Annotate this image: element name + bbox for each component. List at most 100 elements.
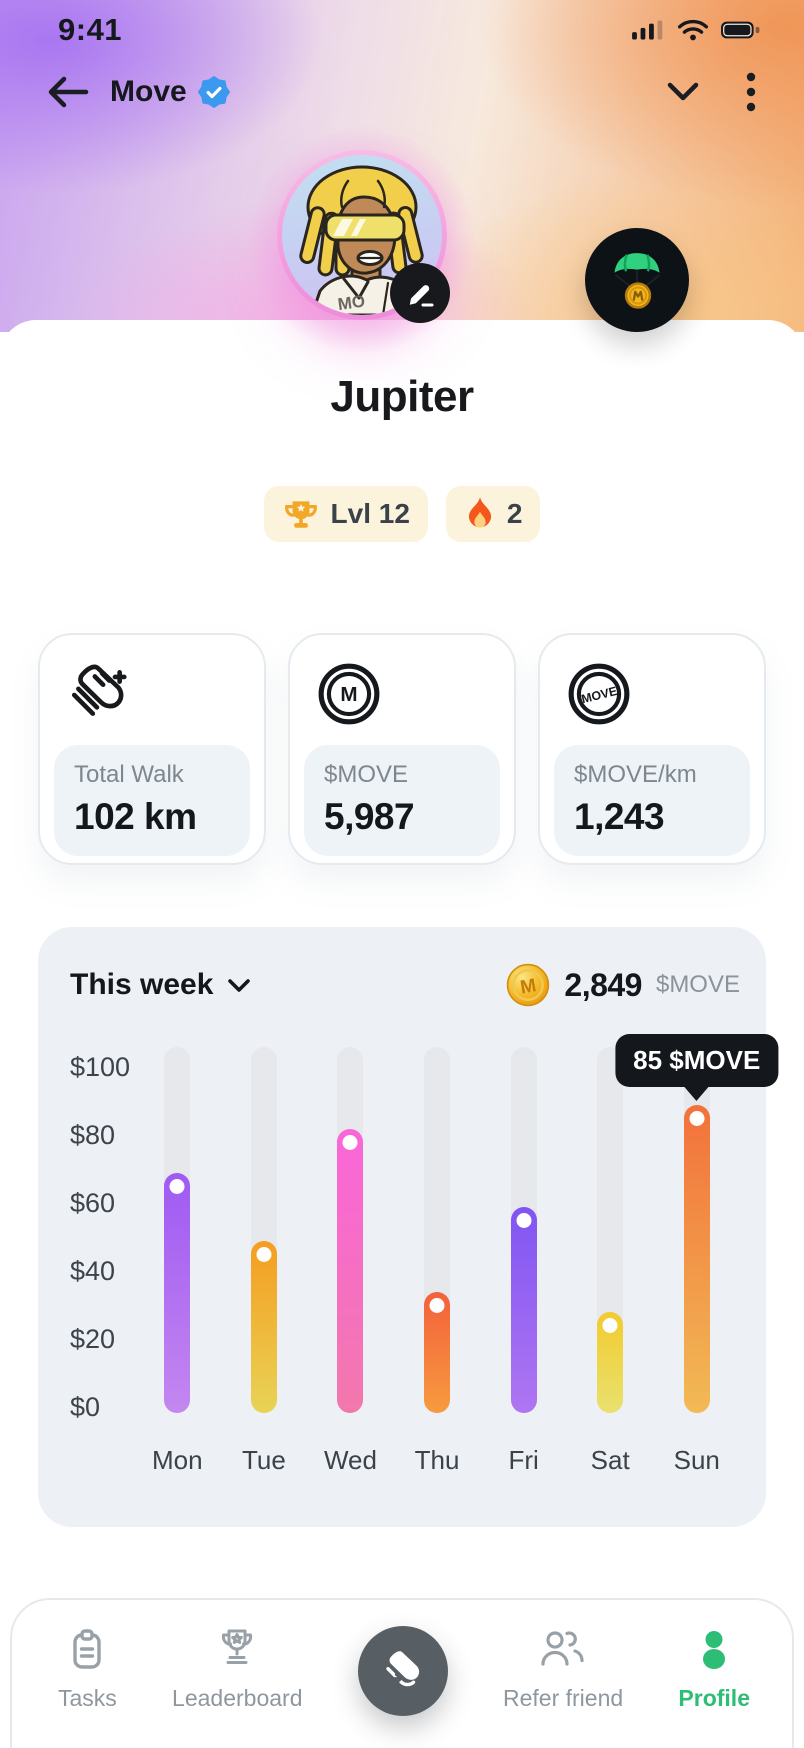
bottom-navigation: Tasks Leaderboard xyxy=(10,1598,794,1748)
bar-dot xyxy=(256,1247,272,1262)
y-tick-label: $100 xyxy=(70,1052,131,1082)
svg-text:MOVE: MOVE xyxy=(580,684,619,706)
total-earnings-value: 2,849 xyxy=(564,966,642,1003)
svg-text:M: M xyxy=(340,683,357,706)
bar-chart: $100 $80 $60 $40 $20 $0 85 $MOVE xyxy=(70,1034,779,1422)
stats-row: Total Walk 102 km M $MOVE 5,987 xyxy=(38,633,766,865)
verified-badge-icon xyxy=(197,76,230,108)
nav-label: Leaderboard xyxy=(172,1685,303,1711)
chart-tooltip: 85 $MOVE xyxy=(615,1034,779,1087)
earnings-chart-card: This week xyxy=(38,927,779,1527)
page-title: Move xyxy=(110,75,187,108)
chart-xlabels: Mon Tue Wed Thu Fri Sat Sun xyxy=(134,1445,740,1476)
leaderboard-trophy-icon xyxy=(214,1626,260,1672)
gold-coin-icon: M xyxy=(506,963,550,1007)
chart-bar-column[interactable] xyxy=(480,1047,567,1413)
nav-item-refer-friend[interactable]: Refer friend xyxy=(503,1626,623,1712)
streak-badge-label: 2 xyxy=(506,498,523,529)
move-per-km-coin-icon: MOVE xyxy=(554,661,750,739)
x-axis-label: Mon xyxy=(152,1445,203,1475)
stat-value: 1,243 xyxy=(574,796,665,837)
y-tick-label: $0 xyxy=(70,1392,101,1422)
parachute-coin-icon xyxy=(606,249,668,311)
chevron-down-icon[interactable] xyxy=(666,82,700,102)
kebab-menu-icon[interactable] xyxy=(746,71,756,113)
chart-xlabels-row: Mon Tue Wed Thu Fri Sat Sun xyxy=(70,1445,740,1476)
shoe-icon xyxy=(54,661,250,739)
x-axis-label: Fri xyxy=(508,1445,539,1475)
chart-bar xyxy=(164,1173,191,1413)
wifi-icon xyxy=(677,18,709,42)
stat-inner-move: $MOVE 5,987 xyxy=(304,745,500,856)
chart-bar xyxy=(337,1128,364,1413)
stat-value: 102 km xyxy=(74,796,197,837)
chart-bar-column[interactable] xyxy=(221,1047,308,1413)
nav-label: Profile xyxy=(678,1685,750,1711)
chart-bar-column[interactable] xyxy=(394,1047,481,1413)
bar-dot xyxy=(689,1111,705,1126)
status-icons xyxy=(630,18,762,42)
edit-avatar-button[interactable] xyxy=(390,263,450,323)
nav-item-profile[interactable]: Profile xyxy=(678,1626,750,1712)
fire-icon xyxy=(464,496,496,532)
nav-item-tasks[interactable]: Tasks xyxy=(58,1626,117,1712)
period-selector[interactable]: This week xyxy=(70,968,251,1002)
move-coin-icon: M xyxy=(304,661,500,739)
edit-pencil-icon xyxy=(404,277,436,309)
chart-bar xyxy=(510,1207,537,1413)
stat-label: Total Walk xyxy=(74,761,184,788)
nav-label: Tasks xyxy=(58,1685,117,1711)
x-axis-label: Sun xyxy=(673,1445,720,1475)
profile-name: Jupiter xyxy=(330,372,474,421)
y-tick-label: $80 xyxy=(70,1120,116,1150)
back-arrow-icon[interactable] xyxy=(44,74,90,110)
cellular-signal-icon xyxy=(630,18,666,42)
chart-bar xyxy=(683,1105,710,1413)
x-axis-label: Thu xyxy=(414,1445,460,1475)
stat-inner-total-walk: Total Walk 102 km xyxy=(54,745,250,856)
bar-dot xyxy=(516,1213,532,1228)
svg-text:MO: MO xyxy=(337,291,367,314)
y-axis: $100 $80 $60 $40 $20 $0 xyxy=(70,1047,134,1422)
bar-dot xyxy=(342,1134,358,1150)
chart-bar-column[interactable] xyxy=(134,1047,221,1413)
stat-value: 5,987 xyxy=(324,796,415,837)
period-label: This week xyxy=(70,968,214,1001)
airdrop-badge-button[interactable] xyxy=(585,228,689,332)
nav-item-leaderboard[interactable]: Leaderboard xyxy=(172,1626,303,1712)
x-axis-label: Tue xyxy=(241,1445,286,1475)
bar-dot xyxy=(169,1179,185,1194)
chart-bar xyxy=(250,1241,277,1413)
chevron-down-icon xyxy=(227,978,251,993)
shoe-fab-icon xyxy=(379,1647,427,1695)
total-earnings: M 2,849 $MOVE xyxy=(506,963,740,1007)
stat-card-move-per-km: MOVE $MOVE/km 1,243 xyxy=(538,633,766,865)
level-badge: Lvl 12 xyxy=(263,486,428,542)
chart-bar-column[interactable] xyxy=(567,1047,654,1413)
bar-dot xyxy=(602,1318,618,1334)
stat-card-total-walk: Total Walk 102 km xyxy=(38,633,266,865)
y-tick-label: $20 xyxy=(70,1324,116,1354)
move-fab-button[interactable] xyxy=(357,1626,448,1716)
trophy-icon xyxy=(282,497,320,531)
chart-bar xyxy=(424,1292,451,1413)
y-tick-label: $40 xyxy=(70,1256,116,1286)
refer-friend-icon xyxy=(538,1626,588,1672)
chart-bar xyxy=(597,1312,624,1413)
x-axis-label: Sat xyxy=(590,1445,630,1475)
stat-card-move: M $MOVE 5,987 xyxy=(288,633,516,865)
status-time: 9:41 xyxy=(58,12,123,47)
status-bar: 9:41 xyxy=(0,10,804,50)
chart-bar-column[interactable]: 85 $MOVE xyxy=(615,1034,779,1413)
chart-header: This week xyxy=(70,963,740,1007)
battery-icon xyxy=(720,18,762,42)
app-bar: Move xyxy=(0,68,804,116)
x-axis-label: Wed xyxy=(323,1445,377,1475)
stat-label: $MOVE/km xyxy=(574,761,697,788)
bar-dot xyxy=(429,1298,445,1313)
stat-inner-move-per-km: $MOVE/km 1,243 xyxy=(554,745,750,856)
chart-bar-column[interactable] xyxy=(307,1047,394,1413)
profile-person-icon xyxy=(691,1626,737,1672)
tasks-clipboard-icon xyxy=(64,1626,110,1672)
